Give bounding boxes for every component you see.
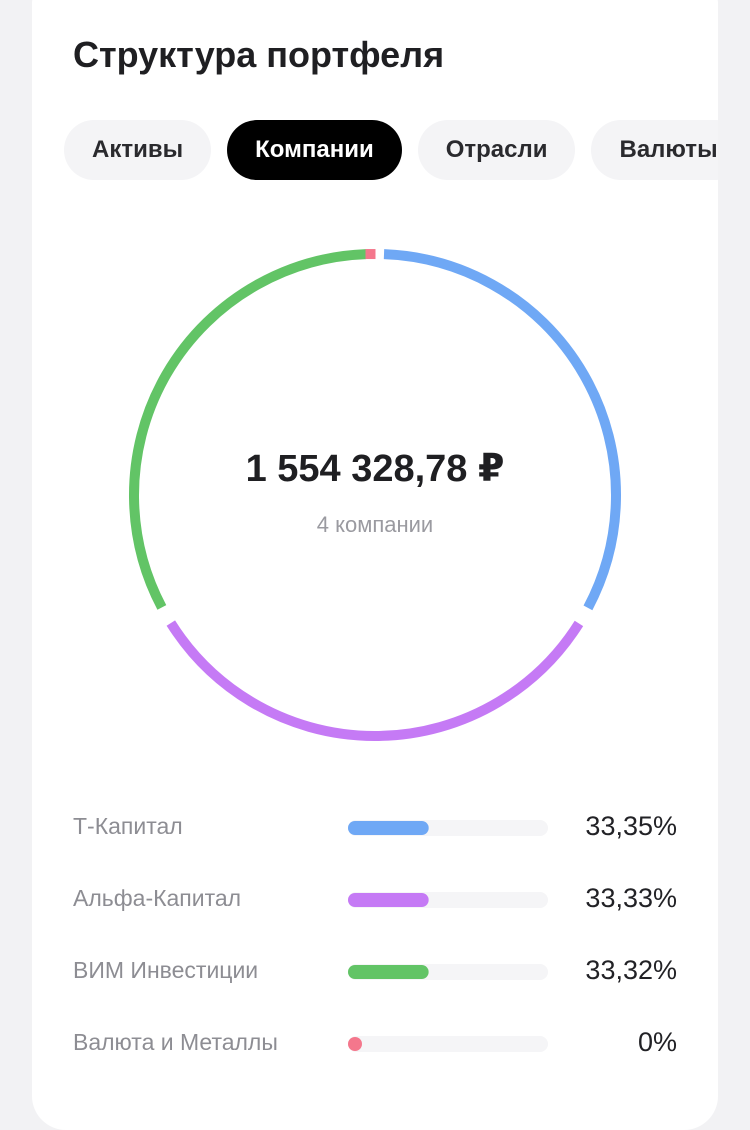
tab[interactable]: Валюты	[591, 120, 718, 180]
legend-value: 0%	[638, 1027, 677, 1057]
tab[interactable]: Активы	[64, 120, 212, 180]
count-label: 4 компании	[317, 512, 433, 537]
donut-segment	[166, 620, 584, 741]
legend-label: Т-Капитал	[73, 813, 183, 839]
total-value: 1 554 328,78 ₽	[246, 448, 505, 490]
donut-segment	[129, 249, 367, 610]
tab[interactable]: Отрасли	[417, 120, 576, 180]
legend-label: Альфа-Капитал	[73, 885, 241, 911]
legend-value: 33,32%	[585, 955, 677, 985]
legend-value: 33,33%	[585, 883, 677, 913]
legend-label: ВИМ Инвестиции	[73, 957, 258, 983]
tab-bar: Активы Компании Отрасли Валюты	[64, 120, 718, 180]
legend-label: Валюта и Металлы	[73, 1029, 278, 1055]
legend-track	[348, 1036, 548, 1052]
screen: {"header": {"title": "Структура портфеля…	[32, 0, 718, 1130]
page: Структура портфеля html, body { margin: …	[32, 0, 718, 1130]
chart: 1 554 328,78 ₽ 4 компании Т-Капитал 33,35…	[73, 249, 677, 1057]
card-title: Структура портфеля	[73, 34, 445, 75]
legend-value: 33,35%	[585, 811, 677, 841]
tab[interactable]: Компании	[227, 120, 402, 180]
donut-segment	[383, 249, 621, 611]
